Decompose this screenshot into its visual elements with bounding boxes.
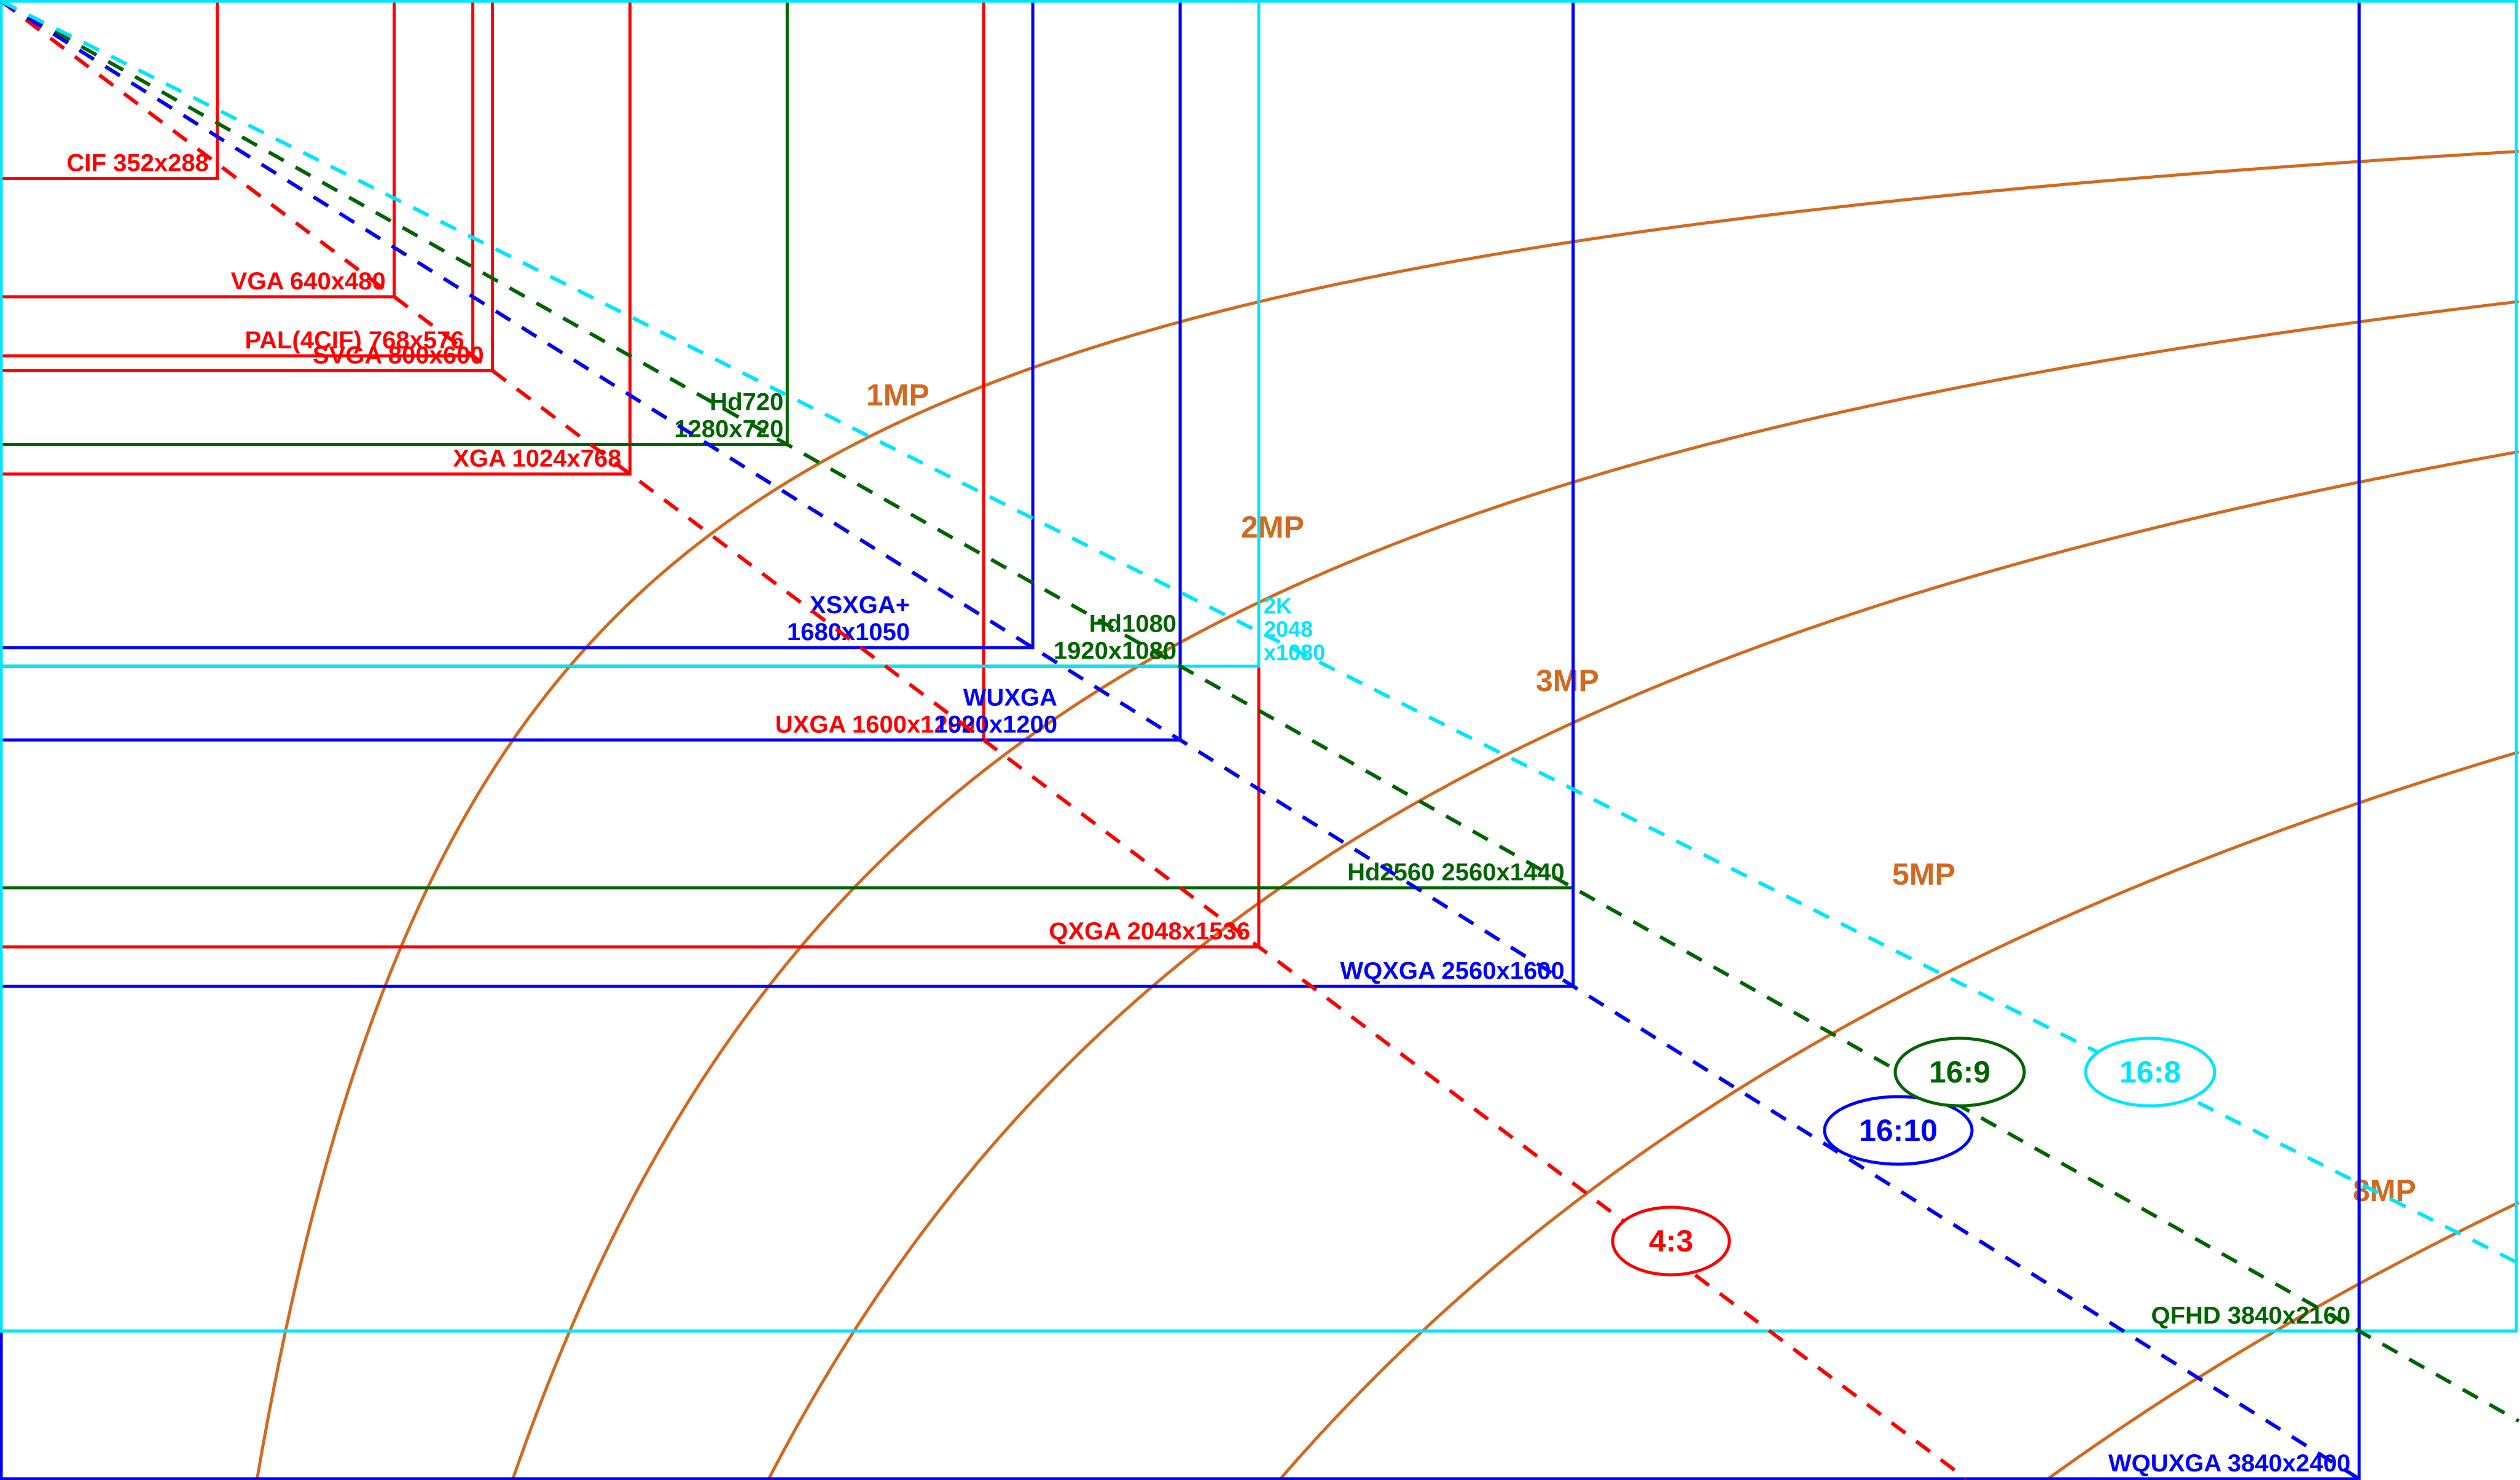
mp-curve-1 — [257, 151, 2519, 1479]
aspect-badge-text-16-9: 16:9 — [1929, 1055, 1990, 1089]
label-1610-1680x1050-1: 1680x1050 — [787, 619, 910, 646]
label-43-2048x1536: QXGA 2048x1536 — [1049, 918, 1250, 945]
label-169-1280x720-0: Hd720 — [710, 389, 783, 416]
label-168-2048x1080-0: 2K — [1264, 593, 1292, 618]
mp-label-8: 8MP — [2353, 1173, 2416, 1208]
label-1610-1680x1050-0: XSXGA+ — [810, 592, 910, 619]
mp-label-3: 3MP — [1536, 664, 1599, 698]
resolution-diagram: 1MP2MP3MP5MP8MPCIF 352x288VGA 640x480PAL… — [0, 0, 2520, 1480]
label-1610-3840x2400-0: WQUXGA 3840x2400 — [2108, 1450, 2350, 1477]
aspect-badge-text-16-8: 16:8 — [2119, 1055, 2181, 1089]
mp-label-5: 5MP — [1892, 857, 1955, 891]
aspect-badge-text-16-10: 16:10 — [1859, 1113, 1938, 1148]
mp-curve-8 — [2048, 1202, 2519, 1479]
label-1610-2560x1600-0: WQXGA 2560x1600 — [1340, 957, 1564, 984]
diagram-svg: 1MP2MP3MP5MP8MPCIF 352x288VGA 640x480PAL… — [0, 0, 2520, 1480]
label-1610-1920x1200-1: 1920x1200 — [934, 711, 1057, 738]
label-168-2048x1080-2: x1080 — [1264, 640, 1325, 665]
mp-label-2: 2MP — [1241, 510, 1304, 544]
mp-label-1: 1MP — [866, 378, 929, 412]
label-43-352x288: CIF 352x288 — [67, 150, 209, 177]
label-1610-1920x1200-0: WUXGA — [963, 684, 1057, 711]
label-169-3840x2160-0: QFHD 3840x2160 — [2151, 1302, 2350, 1329]
aspect-badge-text-4-3: 4:3 — [1649, 1224, 1693, 1258]
label-43-800x600: SVGA 800x600 — [313, 342, 484, 369]
label-169-1280x720-1: 1280x720 — [674, 416, 783, 443]
mp-curves — [257, 151, 2519, 1479]
label-169-1920x1080-1: 1920x1080 — [1054, 637, 1176, 664]
label-43-640x480: VGA 640x480 — [231, 268, 386, 295]
